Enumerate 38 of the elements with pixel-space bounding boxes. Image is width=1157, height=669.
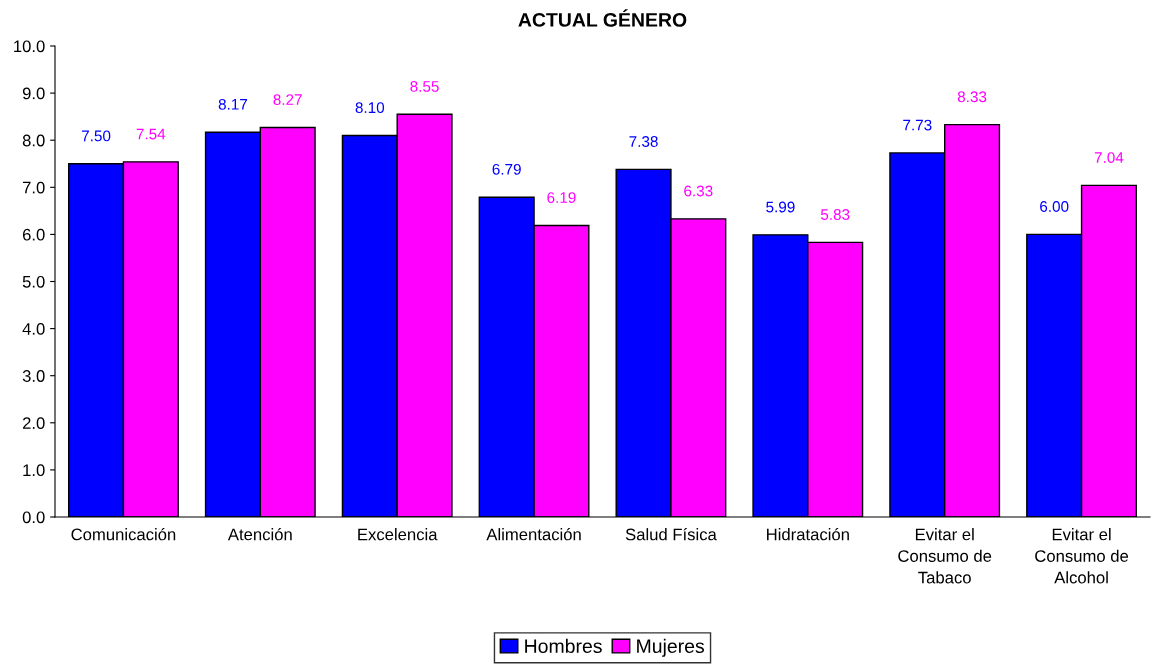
y-tick-label: 8.0 [22, 134, 45, 147]
data-label: 8.55 [410, 81, 439, 92]
y-tick-label: 1.0 [23, 464, 45, 477]
data-label: 7.54 [136, 128, 166, 140]
data-label: 5.99 [766, 201, 795, 213]
legend-label: Mujeres [637, 638, 705, 657]
y-tick-label: 5.0 [22, 275, 45, 288]
data-label: 6.33 [684, 185, 713, 197]
x-tick-label: Comunicación [71, 527, 176, 541]
chart-title: ACTUAL GÉNERO [518, 9, 687, 27]
data-label: 8.17 [218, 98, 248, 110]
data-label: 7.50 [81, 130, 111, 142]
x-tick-label: Hidratación [767, 527, 849, 541]
x-tick-label: Excelencia [358, 528, 438, 541]
x-tick-label: Alimentación [486, 527, 581, 541]
y-tick-label: 2.0 [22, 417, 45, 429]
data-label: 7.73 [903, 119, 932, 131]
x-tick-label: Atención [227, 527, 292, 541]
data-label: 8.27 [273, 94, 302, 106]
y-tick-label: 10.0 [14, 40, 45, 53]
data-label: 6.00 [1040, 201, 1069, 212]
legend-label: Hombres [525, 638, 602, 654]
y-tick-label: 6.0 [22, 228, 45, 241]
data-label: 7.38 [629, 136, 658, 147]
data-label: 8.10 [355, 102, 385, 114]
y-tick-label: 4.0 [22, 323, 45, 335]
y-tick-label: 7.0 [22, 181, 45, 194]
data-label: 6.19 [547, 192, 576, 203]
x-tick-label: Evitar el Consumo de Alcohol [1035, 528, 1129, 584]
y-tick-label: 9.0 [22, 87, 45, 100]
y-tick-label: 3.0 [22, 370, 45, 382]
data-label: 7.04 [1094, 152, 1124, 163]
y-tick-label: 0.0 [22, 511, 45, 524]
data-label: 8.33 [957, 91, 987, 103]
x-tick-label: Evitar el Consumo de Tabaco [898, 528, 992, 584]
data-label: 6.79 [492, 163, 521, 175]
x-tick-label: Salud Física [625, 527, 717, 541]
data-label: 5.83 [820, 209, 850, 220]
